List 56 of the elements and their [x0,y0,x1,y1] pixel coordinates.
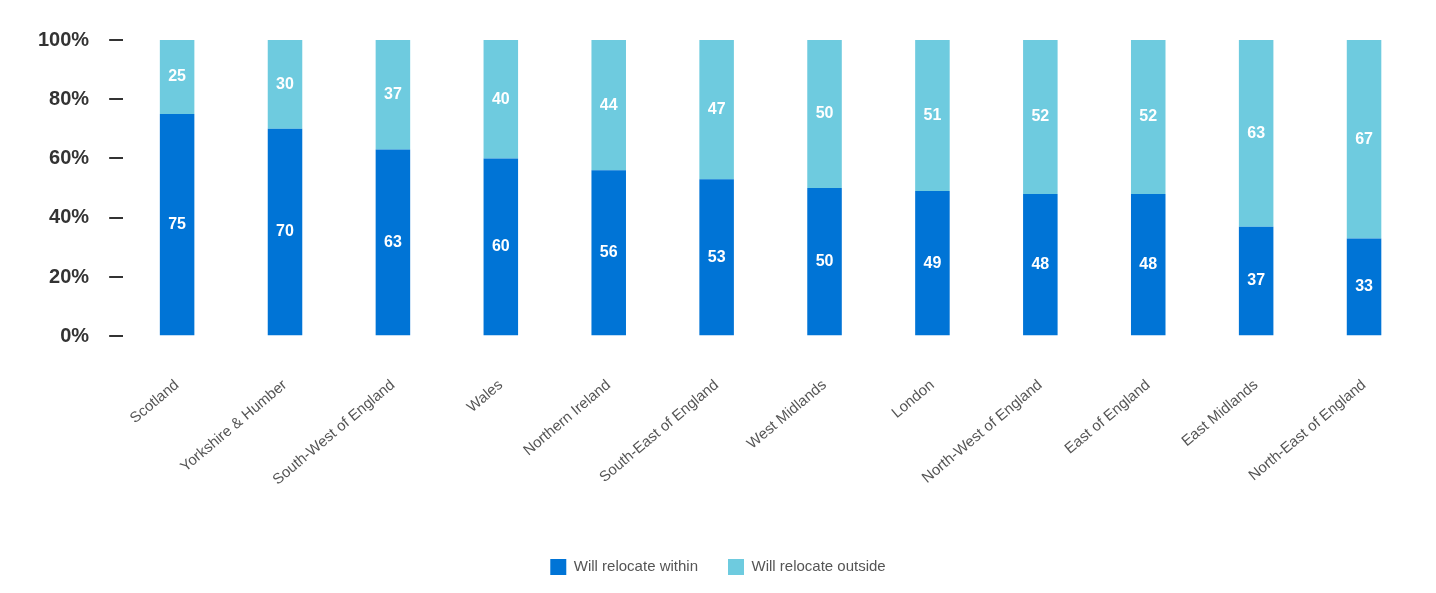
y-tick-label: 80% [49,86,90,109]
bar [591,170,626,336]
data-label: 51 [923,105,942,123]
data-label: 37 [384,85,402,103]
bar [699,179,734,336]
y-tick-label: 100% [38,27,90,50]
y-tick-label: 40% [49,205,90,228]
data-label: 25 [168,67,187,85]
data-label: 50 [815,252,834,270]
data-label: 37 [1247,271,1266,289]
data-label: 48 [1031,255,1050,273]
data-label: 33 [1355,277,1374,295]
data-label: 40 [491,89,510,107]
y-tick-label: 0% [60,323,90,346]
bar [483,158,519,336]
data-label: 60 [491,237,510,255]
data-label: 50 [815,104,834,122]
data-label: 30 [276,74,295,92]
legend-label: Will relocate outside [751,557,886,575]
data-label: 47 [707,100,726,118]
bar [1023,40,1058,195]
data-label: 67 [1355,129,1374,147]
bar [483,40,519,159]
bar [915,191,950,336]
bar [159,114,195,336]
data-label: 75 [168,215,187,233]
y-tick-label: 20% [49,264,90,287]
bar [699,40,734,180]
bar [915,40,950,192]
bar [1238,226,1274,336]
bar [807,188,842,336]
data-label: 48 [1139,255,1158,273]
data-label: 52 [1139,107,1158,125]
bar [1346,40,1382,239]
data-label: 44 [599,95,618,113]
bar [591,40,626,171]
data-label: 49 [923,253,942,271]
bar [1238,40,1274,227]
bar [375,149,411,336]
bar [1346,238,1382,336]
y-tick-label: 60% [49,146,90,169]
bar [1130,194,1166,336]
bar [1023,194,1058,336]
bar [1130,40,1166,195]
legend-label: Will relocate within [573,557,698,575]
data-label: 53 [707,247,726,265]
bar [375,40,411,150]
data-label: 52 [1031,107,1050,125]
data-label: 63 [384,232,402,250]
bar [267,128,303,336]
data-label: 56 [599,243,618,261]
bar [267,40,303,129]
bar [807,40,842,189]
bar [159,40,195,115]
data-label: 70 [276,222,295,240]
data-label: 63 [1247,123,1266,141]
